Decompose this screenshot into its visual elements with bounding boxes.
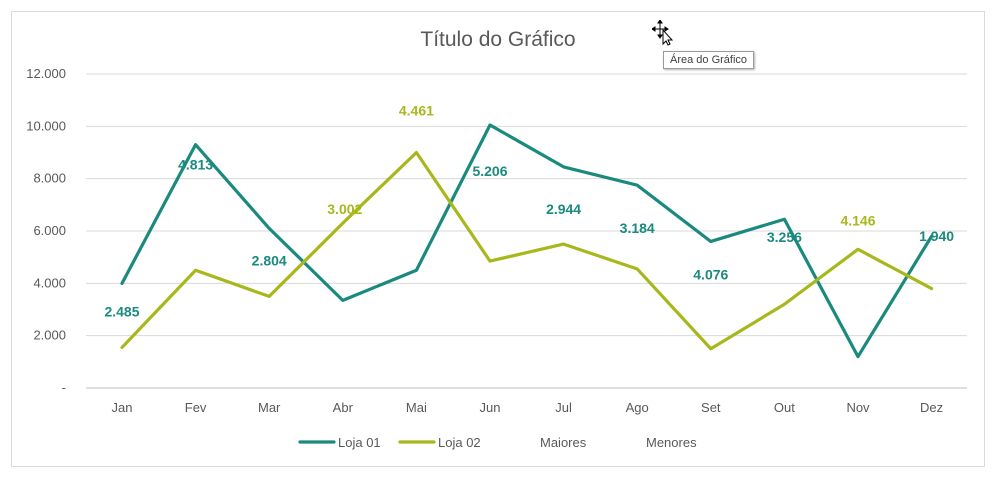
y-tick-label: 2.000 (33, 328, 66, 343)
data-label: 2.944 (546, 201, 581, 217)
legend-entry[interactable]: Loja 01 (338, 435, 381, 450)
legend-entry[interactable]: Loja 02 (438, 435, 481, 450)
chart-title[interactable]: Título do Gráfico (420, 28, 576, 51)
data-label: 4.076 (693, 266, 728, 282)
y-tick-label: 8.000 (33, 171, 66, 186)
x-tick-label: Jan (112, 400, 133, 415)
series-line-loja-01[interactable] (120, 123, 934, 359)
x-tick-label: Mar (258, 400, 281, 415)
move-cursor-icon (651, 19, 674, 51)
data-label: 2.485 (104, 303, 139, 319)
data-label: 4.461 (399, 103, 434, 119)
x-tick-label: Out (774, 400, 795, 415)
y-tick-label: 10.000 (26, 118, 66, 133)
x-tick-label: Fev (185, 400, 207, 415)
data-label: 3.256 (767, 229, 802, 245)
legend-entry[interactable]: Menores (646, 435, 697, 450)
x-tick-label: Jul (555, 400, 572, 415)
data-label: 5.206 (472, 163, 507, 179)
y-tick-label: 6.000 (33, 223, 66, 238)
x-tick-label: Jun (480, 400, 501, 415)
x-tick-label: Mai (406, 400, 427, 415)
data-label: 3.184 (620, 220, 655, 236)
x-tick-label: Nov (846, 400, 870, 415)
series-line-loja-02[interactable] (120, 150, 934, 351)
data-label: 4.813 (178, 157, 213, 173)
x-tick-label: Abr (333, 400, 354, 415)
y-tick-label: - (62, 380, 66, 395)
y-tick-label: 4.000 (33, 275, 66, 290)
data-label: 2.804 (252, 252, 287, 268)
chart-area-tooltip: Área do Gráfico (663, 51, 755, 69)
legend-entry[interactable]: Maiores (540, 435, 587, 450)
data-label: 1.940 (919, 228, 954, 244)
y-tick-label: 12.000 (26, 66, 66, 81)
x-tick-label: Set (701, 400, 721, 415)
x-tick-label: Dez (920, 400, 943, 415)
chart-area[interactable]: Título do Gráfico (11, 11, 985, 467)
data-label: 3.002 (327, 201, 362, 217)
x-tick-label: Ago (626, 400, 649, 415)
data-label: 4.146 (840, 212, 875, 228)
